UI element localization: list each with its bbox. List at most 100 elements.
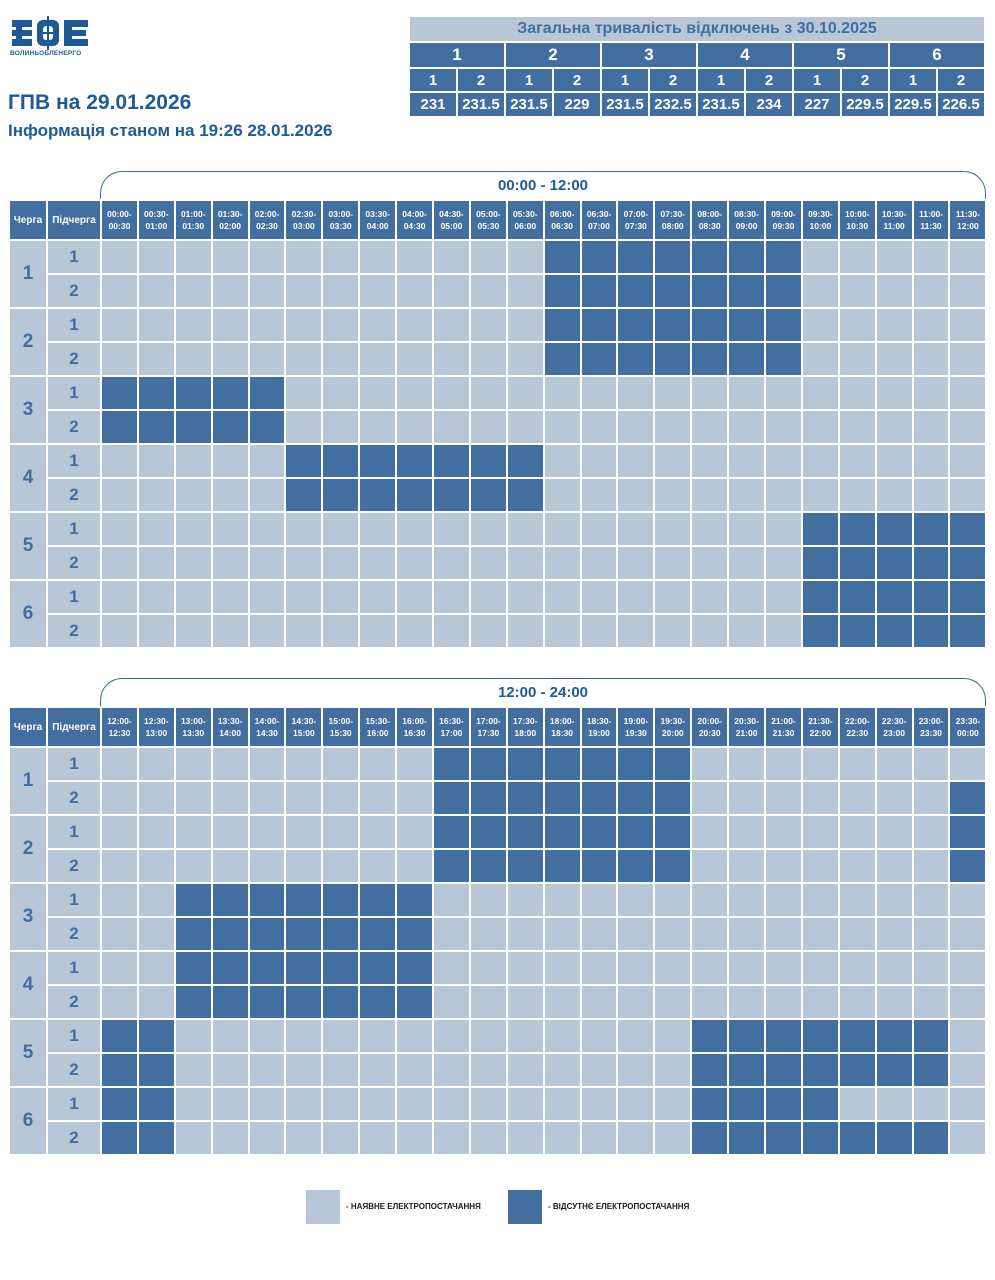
available-cell: [764, 848, 803, 884]
outage-cell: [837, 613, 877, 649]
available-cell: [173, 1052, 213, 1088]
available-cell: [284, 239, 324, 275]
available-cell: [432, 1018, 471, 1054]
time-slot-start: 15:00-: [328, 716, 354, 726]
outage-cell: [136, 1052, 176, 1088]
outage-cell: [690, 1018, 730, 1054]
available-cell: [468, 239, 508, 275]
available-cell: [358, 375, 398, 411]
available-cell: [542, 579, 582, 615]
available-cell: [616, 1086, 656, 1122]
outage-cell: [653, 780, 693, 816]
summary-queue-label: 1: [408, 41, 506, 69]
available-cell: [616, 375, 656, 411]
outage-cell: [616, 273, 656, 309]
available-cell: [136, 814, 176, 850]
outage-cell: [837, 511, 877, 547]
outage-cell: [874, 545, 914, 581]
available-cell: [468, 916, 508, 952]
available-cell: [173, 307, 213, 343]
available-cell: [247, 511, 287, 547]
available-cell: [616, 545, 656, 581]
available-cell: [505, 613, 545, 649]
available-cell: [874, 746, 914, 782]
outage-cell: [284, 477, 324, 513]
available-cell: [210, 443, 250, 479]
available-cell: [136, 477, 176, 513]
summary-subqueue-label: 2: [936, 67, 986, 93]
available-cell: [764, 746, 803, 782]
available-cell: [136, 239, 176, 275]
available-cell: [764, 511, 803, 547]
summary-subqueue-label: 1: [600, 67, 650, 93]
time-slot-start: 11:30-: [955, 209, 980, 219]
available-cell: [653, 984, 693, 1020]
subqueue-column-header: Підчерга: [46, 199, 102, 241]
available-cell: [948, 273, 988, 309]
time-slot-end: 07:30: [625, 221, 647, 231]
available-cell: [100, 916, 139, 952]
available-cell: [247, 848, 287, 884]
subqueue-column-header: Підчерга: [46, 706, 102, 748]
summary-duration-value: 231.5: [600, 91, 650, 118]
available-cell: [727, 375, 767, 411]
available-cell: [173, 746, 213, 782]
available-cell: [100, 613, 139, 649]
outage-cell: [653, 307, 693, 343]
available-cell: [727, 916, 767, 952]
queue-number: 6: [8, 579, 48, 649]
queue-number: 2: [8, 307, 48, 377]
schedule-row: 2: [9, 341, 988, 377]
available-cell: [505, 579, 545, 615]
outage-cell: [358, 477, 398, 513]
available-cell: [764, 882, 803, 918]
time-slot-start: 07:00-: [623, 209, 649, 219]
outage-cell: [542, 273, 582, 309]
available-cell: [505, 1120, 545, 1156]
available-cell: [653, 1052, 693, 1088]
available-cell: [874, 916, 914, 952]
available-cell: [911, 984, 951, 1020]
available-cell: [505, 950, 545, 986]
outage-cell: [874, 1018, 914, 1054]
available-cell: [136, 916, 176, 952]
available-cell: [505, 1052, 545, 1088]
available-cell: [468, 1120, 508, 1156]
time-slot-header: 04:30- 05:00: [432, 199, 471, 241]
available-cell: [764, 780, 803, 816]
outage-cell: [432, 848, 471, 884]
available-cell: [136, 746, 176, 782]
outage-cell: [321, 477, 361, 513]
available-cell: [505, 545, 545, 581]
available-cell: [100, 814, 139, 850]
schedule-row: 2: [9, 1120, 988, 1156]
time-slot-start: 13:00-: [180, 716, 206, 726]
available-cell: [100, 273, 139, 309]
available-cell: [358, 511, 398, 547]
outage-cell: [579, 307, 619, 343]
available-cell: [210, 613, 250, 649]
time-slot-start: 14:30-: [291, 716, 317, 726]
outage-cell: [395, 950, 435, 986]
available-cell: [395, 1120, 435, 1156]
available-cell: [727, 579, 767, 615]
time-slot-end: 05:30: [477, 221, 500, 231]
available-cell: [948, 307, 988, 343]
available-cell: [874, 409, 914, 445]
available-cell: [874, 307, 914, 343]
time-slot-end: 19:30: [625, 728, 647, 738]
available-cell: [210, 273, 250, 309]
outage-cell: [468, 477, 508, 513]
available-cell: [247, 1120, 287, 1156]
available-cell: [173, 814, 213, 850]
schedule-grid: Черга Підчерга 00:00- 00:30 00:30- 01:00 01:00…: [8, 199, 988, 649]
outage-cell: [800, 511, 840, 547]
legend-swatch-available: [306, 1190, 340, 1224]
available-cell: [210, 1120, 250, 1156]
summary-subqueue-label: 1: [792, 67, 842, 93]
available-cell: [395, 746, 435, 782]
summary-duration-value: 227: [792, 91, 842, 118]
available-cell: [468, 273, 508, 309]
available-cell: [579, 511, 619, 547]
outage-cell: [690, 341, 730, 377]
